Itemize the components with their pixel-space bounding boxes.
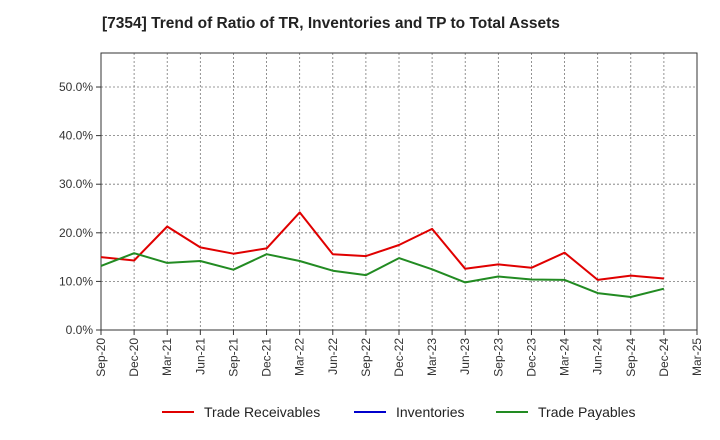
y-axis-ticks: 0.0% 10.0% 20.0% 30.0% 40.0% 50.0% [59, 80, 101, 337]
x-tick-label: Mar-21 [160, 338, 174, 376]
legend-label: Trade Payables [538, 404, 636, 420]
x-tick-label: Sep-24 [624, 338, 638, 377]
series-line-trade-payables [100, 252, 665, 298]
x-tick-label: Mar-23 [425, 338, 439, 376]
x-tick-label: Jun-24 [591, 338, 605, 375]
x-tick-label: Dec-23 [524, 338, 538, 377]
y-tick-label: 10.0% [59, 274, 93, 288]
grid-lines [101, 53, 697, 330]
legend-label: Trade Receivables [204, 404, 321, 420]
x-tick-label: Jun-21 [193, 338, 207, 375]
x-tick-label: Dec-21 [260, 338, 274, 377]
x-tick-label: Mar-22 [293, 338, 307, 376]
x-tick-label: Dec-22 [392, 338, 406, 377]
x-axis-ticks: Sep-20 Dec-20 Mar-21 Jun-21 Sep-21 Dec-21 Mar-… [94, 330, 704, 377]
legend-swatch-red [162, 411, 194, 413]
legend-swatch-green [496, 411, 528, 413]
x-tick-label: Sep-20 [94, 338, 108, 377]
legend-swatch-blue [354, 411, 386, 413]
line-chart: 0.0% 10.0% 20.0% 30.0% 40.0% 50.0% Sep-20 Dec-… [59, 52, 704, 377]
legend-item-trade-receivables: Trade Receivables [162, 404, 320, 420]
legend: Trade Receivables Inventories Trade Paya… [0, 404, 720, 424]
x-tick-label: Dec-24 [657, 338, 671, 377]
x-tick-label: Jun-23 [458, 338, 472, 375]
x-tick-label: Sep-21 [226, 338, 240, 377]
x-tick-label: Mar-24 [558, 338, 572, 376]
x-tick-label: Dec-20 [127, 338, 141, 377]
chart-title: [7354] Trend of Ratio of TR, Inventories… [102, 15, 560, 32]
x-tick-label: Sep-23 [491, 338, 505, 377]
series-lines [100, 211, 665, 298]
legend-label: Inventories [396, 404, 465, 420]
y-tick-label: 0.0% [66, 323, 94, 337]
legend-item-trade-payables: Trade Payables [496, 404, 636, 420]
x-tick-label: Jun-22 [326, 338, 340, 375]
x-tick-label: Mar-25 [690, 338, 704, 376]
y-tick-label: 20.0% [59, 226, 93, 240]
x-tick-label: Sep-22 [359, 338, 373, 377]
y-tick-label: 30.0% [59, 177, 93, 191]
y-tick-label: 50.0% [59, 80, 93, 94]
legend-item-inventories: Inventories [354, 404, 464, 420]
y-tick-label: 40.0% [59, 129, 93, 143]
series-line-trade-receivables [100, 211, 664, 281]
